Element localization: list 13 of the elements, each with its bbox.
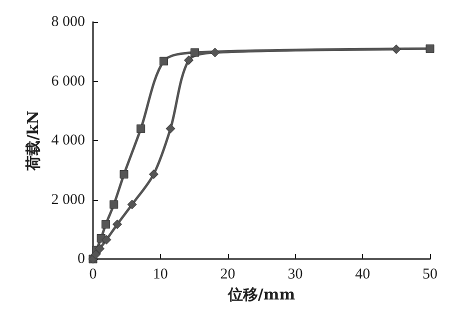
y-axis-title: 荷载/kN <box>24 110 42 172</box>
x-axis-title: 位移/mm <box>226 285 296 304</box>
x-tick-label: 50 <box>422 266 438 282</box>
x-tick-label: 40 <box>355 266 370 282</box>
x-tick-label: 0 <box>89 266 97 282</box>
y-tick-label: 2 000 <box>51 192 85 208</box>
x-tick-label: 10 <box>152 266 168 282</box>
x-tick-label: 30 <box>288 266 303 282</box>
x-tick-label: 20 <box>220 266 236 282</box>
y-tick-label: 8 000 <box>51 14 85 30</box>
y-tick-label: 4 000 <box>51 132 85 148</box>
y-tick-label: 0 <box>78 251 85 267</box>
y-tick-label: 6 000 <box>51 73 85 90</box>
